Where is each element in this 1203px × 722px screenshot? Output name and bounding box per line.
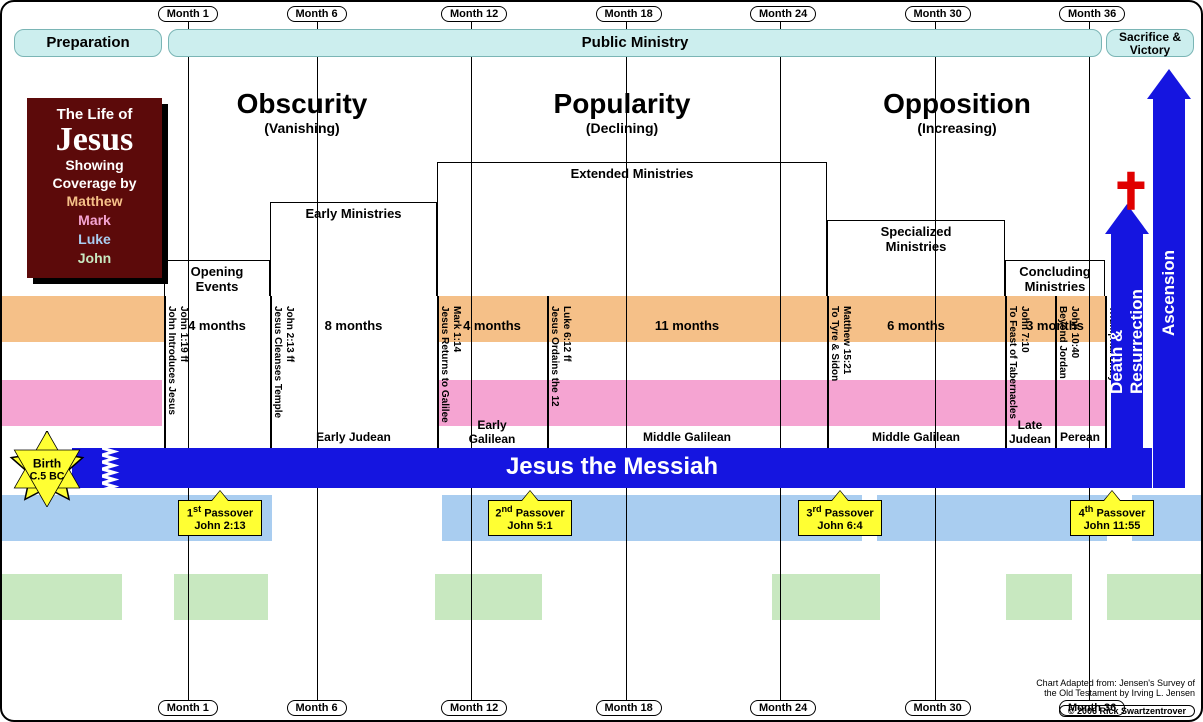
duration-label: 8 months: [270, 318, 437, 333]
phase-header: Preparation: [14, 29, 162, 57]
region-label: Early Judean: [270, 430, 437, 444]
birth-star: BirthC.5 BC: [9, 431, 85, 507]
month-gridline: [780, 20, 781, 706]
coverage-band-mark: [2, 380, 162, 426]
event-label: John Introduces Jesus: [166, 306, 177, 446]
coverage-band-john: [1107, 574, 1203, 620]
duration-label: 6 months: [827, 318, 1005, 333]
month-tab-bottom: Month 12: [441, 700, 507, 716]
vertical-bar: Death & Resurrection: [1111, 232, 1143, 448]
messiah-bar: Jesus the Messiah: [72, 448, 1152, 488]
month-tab-bottom: Month 1: [158, 700, 218, 716]
region-label: Middle Galilean: [827, 430, 1005, 444]
coverage-band-john: [772, 574, 880, 620]
event-label: To Feast of Tabernacles: [1007, 306, 1018, 446]
svg-text:Birth: Birth: [33, 456, 61, 470]
month-tab-bottom: Month 24: [750, 700, 816, 716]
era-title: Popularity(Declining): [512, 88, 732, 136]
passover-marker: 2nd PassoverJohn 5:1: [488, 500, 572, 536]
month-tab-top: Month 18: [596, 6, 662, 22]
month-tab-top: Month 30: [905, 6, 971, 22]
ministry-label: Early Ministries: [270, 206, 437, 221]
credit-text: Chart Adapted from: Jensen's Survey ofth…: [1036, 678, 1195, 698]
ministry-box: [437, 162, 827, 296]
ministry-label: OpeningEvents: [164, 264, 270, 294]
passover-marker: 1st PassoverJohn 2:13: [178, 500, 262, 536]
month-tab-top: Month 6: [287, 6, 347, 22]
coverage-band-john: [435, 574, 542, 620]
svg-text:C.5 BC: C.5 BC: [30, 471, 65, 483]
month-gridline: [471, 20, 472, 706]
legend-box: The Life ofJesusShowingCoverage byMatthe…: [27, 98, 162, 278]
ministry-label: SpecializedMinistries: [827, 224, 1005, 254]
event-ref: John 10:40: [1069, 306, 1080, 446]
region-label: Middle Galilean: [547, 430, 827, 444]
copyright-text: © 2006 Rick Swartzentrover: [1059, 705, 1195, 717]
cross-icon: ✝: [1110, 167, 1152, 217]
event-label: Jesus Cleanses Temple: [272, 306, 283, 446]
vertical-bar: Ascension: [1153, 97, 1185, 488]
life-of-jesus-timeline: Month 1 Month 1 Month 6 Month 6 Month 12 Mont…: [0, 0, 1203, 722]
ministry-label: Extended Ministries: [437, 166, 827, 181]
month-gridline: [1089, 20, 1090, 706]
month-tab-bottom: Month 30: [905, 700, 971, 716]
month-tab-bottom: Month 18: [596, 700, 662, 716]
event-label: Beyond Jordan: [1057, 306, 1068, 446]
month-tab-top: Month 36: [1059, 6, 1125, 22]
passover-marker: 3rd PassoverJohn 6:4: [798, 500, 882, 536]
month-tab-top: Month 1: [158, 6, 218, 22]
event-ref: John 1:19 ff: [178, 306, 189, 446]
arrow-up-icon: [1147, 69, 1191, 99]
coverage-band-john: [2, 574, 122, 620]
event-ref: John 2:13 ff: [284, 306, 295, 446]
event-label: Jesus Returns to Galilee: [439, 306, 450, 446]
month-tab-top: Month 12: [441, 6, 507, 22]
month-tab-top: Month 24: [750, 6, 816, 22]
event-label: To Tyre & Sidon: [829, 306, 840, 446]
event-ref: Luke 6:12 ff: [561, 306, 572, 446]
event-ref: Matthew 15:21: [841, 306, 852, 446]
month-tab-bottom: Month 6: [287, 700, 347, 716]
coverage-band-matthew: [2, 296, 164, 342]
timeline-break-icon: [102, 448, 146, 493]
era-title: Obscurity(Vanishing): [192, 88, 412, 136]
ministry-label: ConcludingMinistries: [1005, 264, 1105, 294]
event-ref: Mark 1:14: [451, 306, 462, 446]
passover-marker: 4th PassoverJohn 11:55: [1070, 500, 1154, 536]
phase-header: Public Ministry: [168, 29, 1102, 57]
coverage-band-john: [1006, 574, 1072, 620]
duration-label: 11 months: [547, 318, 827, 333]
phase-header: Sacrifice &Victory: [1106, 29, 1194, 57]
era-title: Opposition(Increasing): [847, 88, 1067, 136]
event-ref: John 7:10: [1019, 306, 1030, 446]
event-label: Jesus Ordains the 12: [549, 306, 560, 446]
